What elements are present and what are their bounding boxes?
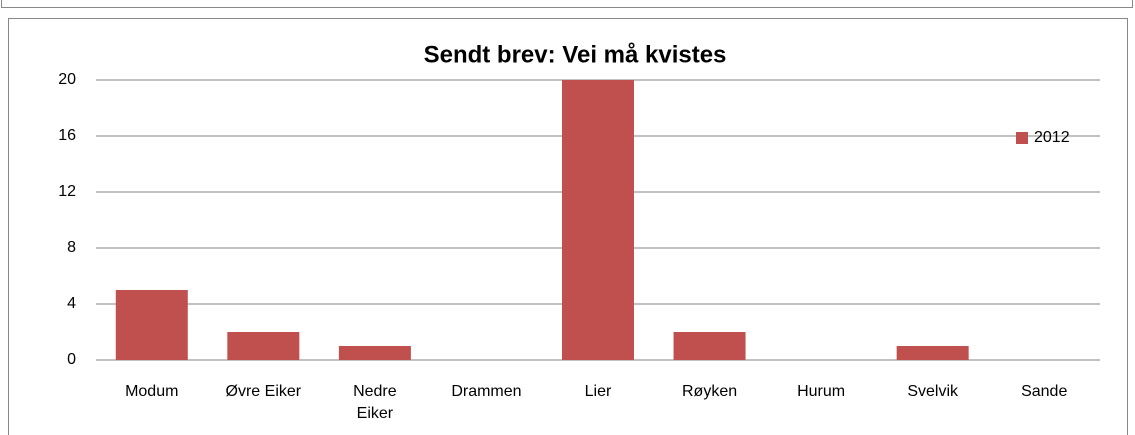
chart-frame xyxy=(8,18,1128,435)
y-tick-label: 0 xyxy=(67,351,76,368)
y-tick-label: 12 xyxy=(58,183,76,200)
x-tick-label: Røyken xyxy=(681,383,738,400)
x-tick-label: Øvre Eiker xyxy=(225,383,302,400)
x-tick-label: Drammen xyxy=(451,383,522,400)
x-tick-label: Sande xyxy=(1021,383,1068,400)
y-tick-label: 16 xyxy=(58,127,76,144)
x-tick-label: Svelvik xyxy=(907,383,958,400)
bar xyxy=(896,346,969,360)
x-tick-label: Hurum xyxy=(797,383,846,400)
y-tick-label: 20 xyxy=(58,71,76,88)
bar xyxy=(673,332,746,360)
x-tick-label: Nedre Eiker xyxy=(353,383,397,422)
y-tick-label: 4 xyxy=(67,295,76,312)
x-tick-label: Lier xyxy=(584,383,612,400)
bar xyxy=(338,346,411,360)
chart-title: Sendt brev: Vei må kvistes xyxy=(424,41,727,68)
x-tick-label: Modum xyxy=(125,383,179,400)
frame-top xyxy=(1,0,1133,8)
legend-swatch xyxy=(1016,132,1028,144)
legend-label: 2012 xyxy=(1034,129,1070,146)
bar xyxy=(562,80,634,360)
bar xyxy=(115,290,188,360)
y-tick-label: 8 xyxy=(67,239,76,256)
bar xyxy=(227,332,300,360)
